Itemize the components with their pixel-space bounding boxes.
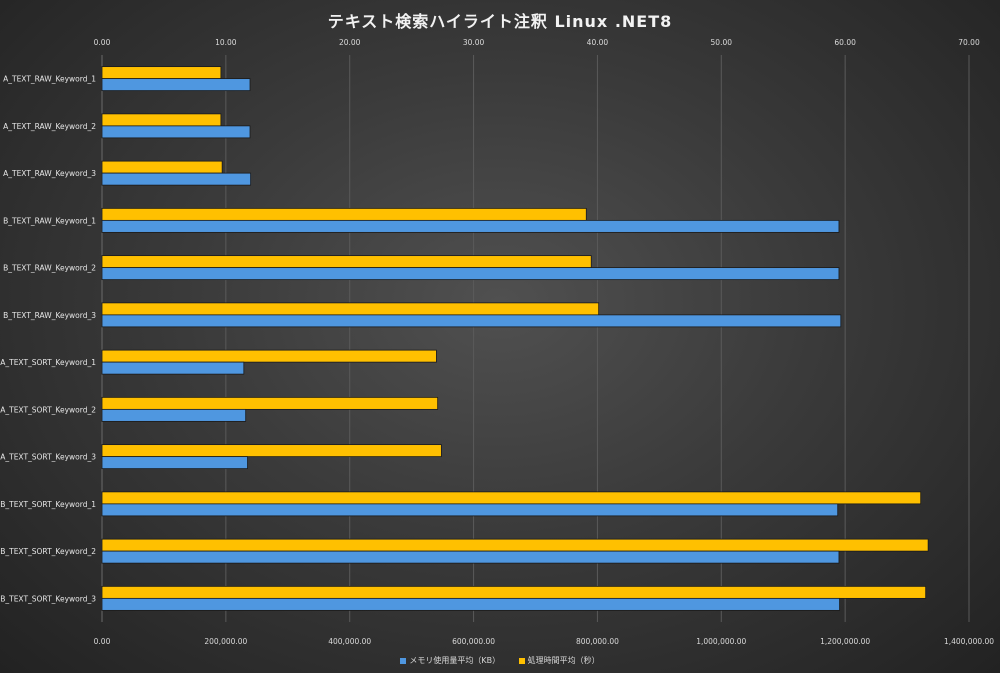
bar-time	[101, 491, 922, 505]
bar-time	[101, 302, 600, 316]
category-label: B_TEXT_SORT_Keyword_2	[0, 547, 96, 556]
category-label: A_TEXT_RAW_Keyword_3	[3, 169, 96, 178]
category-label: A_TEXT_RAW_Keyword_2	[3, 122, 96, 131]
top-tick-label: 70.00	[958, 38, 980, 47]
category-label: B_TEXT_RAW_Keyword_1	[3, 216, 96, 225]
top-tick-label: 20.00	[339, 38, 361, 47]
bottom-tick-label: 0.00	[94, 637, 111, 646]
bottom-tick-label: 1,000,000.00	[696, 637, 746, 646]
bottom-tick-label: 1,400,000.00	[944, 637, 994, 646]
bar-time	[101, 207, 587, 221]
category-label: A_TEXT_SORT_Keyword_1	[0, 358, 96, 367]
category-label: B_TEXT_RAW_Keyword_2	[3, 264, 96, 273]
bar-time	[101, 255, 592, 269]
bar-time	[101, 349, 437, 363]
bar-memory	[101, 314, 842, 328]
bar-memory	[101, 125, 251, 139]
bottom-tick-label: 200,000.00	[204, 637, 247, 646]
bar-memory	[101, 408, 247, 422]
bottom-tick-label: 400,000.00	[328, 637, 371, 646]
bottom-tick-label: 800,000.00	[576, 637, 619, 646]
bar-time	[101, 160, 223, 174]
bar-memory	[101, 456, 248, 470]
bar-memory	[101, 361, 245, 375]
legend: メモリ使用量平均（KB） 処理時間平均（秒）	[0, 655, 1000, 666]
category-label: B_TEXT_SORT_Keyword_1	[0, 500, 96, 509]
bar-time	[101, 396, 439, 410]
category-label: B_TEXT_SORT_Keyword_3	[0, 594, 96, 603]
bar-memory	[101, 550, 840, 564]
legend-swatch-time	[518, 657, 525, 664]
legend-item-memory: メモリ使用量平均（KB）	[400, 655, 500, 666]
bar-memory	[101, 597, 840, 611]
bottom-tick-label: 600,000.00	[452, 637, 495, 646]
bar-time	[101, 444, 442, 458]
top-tick-label: 50.00	[711, 38, 733, 47]
bar-memory	[101, 503, 839, 517]
bar-time	[101, 66, 222, 80]
category-label: B_TEXT_RAW_Keyword_3	[3, 311, 96, 320]
legend-label-time: 処理時間平均（秒）	[527, 656, 600, 665]
legend-swatch-memory	[400, 657, 407, 664]
top-tick-label: 60.00	[834, 38, 856, 47]
top-tick-label: 40.00	[587, 38, 609, 47]
top-tick-label: 0.00	[94, 38, 111, 47]
bar-memory	[101, 219, 840, 233]
bar-memory	[101, 267, 840, 281]
bar-memory	[101, 172, 252, 186]
chart-title: テキスト検索ハイライト注釈 Linux .NET8	[327, 12, 673, 31]
bar-time	[101, 113, 222, 127]
category-label: A_TEXT_SORT_Keyword_2	[0, 405, 96, 414]
bar-memory	[101, 78, 251, 92]
category-label: A_TEXT_RAW_Keyword_1	[3, 75, 96, 84]
bar-time	[101, 538, 929, 552]
legend-label-memory: メモリ使用量平均（KB）	[409, 656, 501, 665]
bar-time	[101, 585, 927, 599]
legend-item-time: 処理時間平均（秒）	[518, 655, 600, 666]
top-tick-label: 30.00	[463, 38, 485, 47]
category-label: A_TEXT_SORT_Keyword_3	[0, 453, 96, 462]
bottom-tick-label: 1,200,000.00	[820, 637, 870, 646]
top-tick-label: 10.00	[215, 38, 237, 47]
